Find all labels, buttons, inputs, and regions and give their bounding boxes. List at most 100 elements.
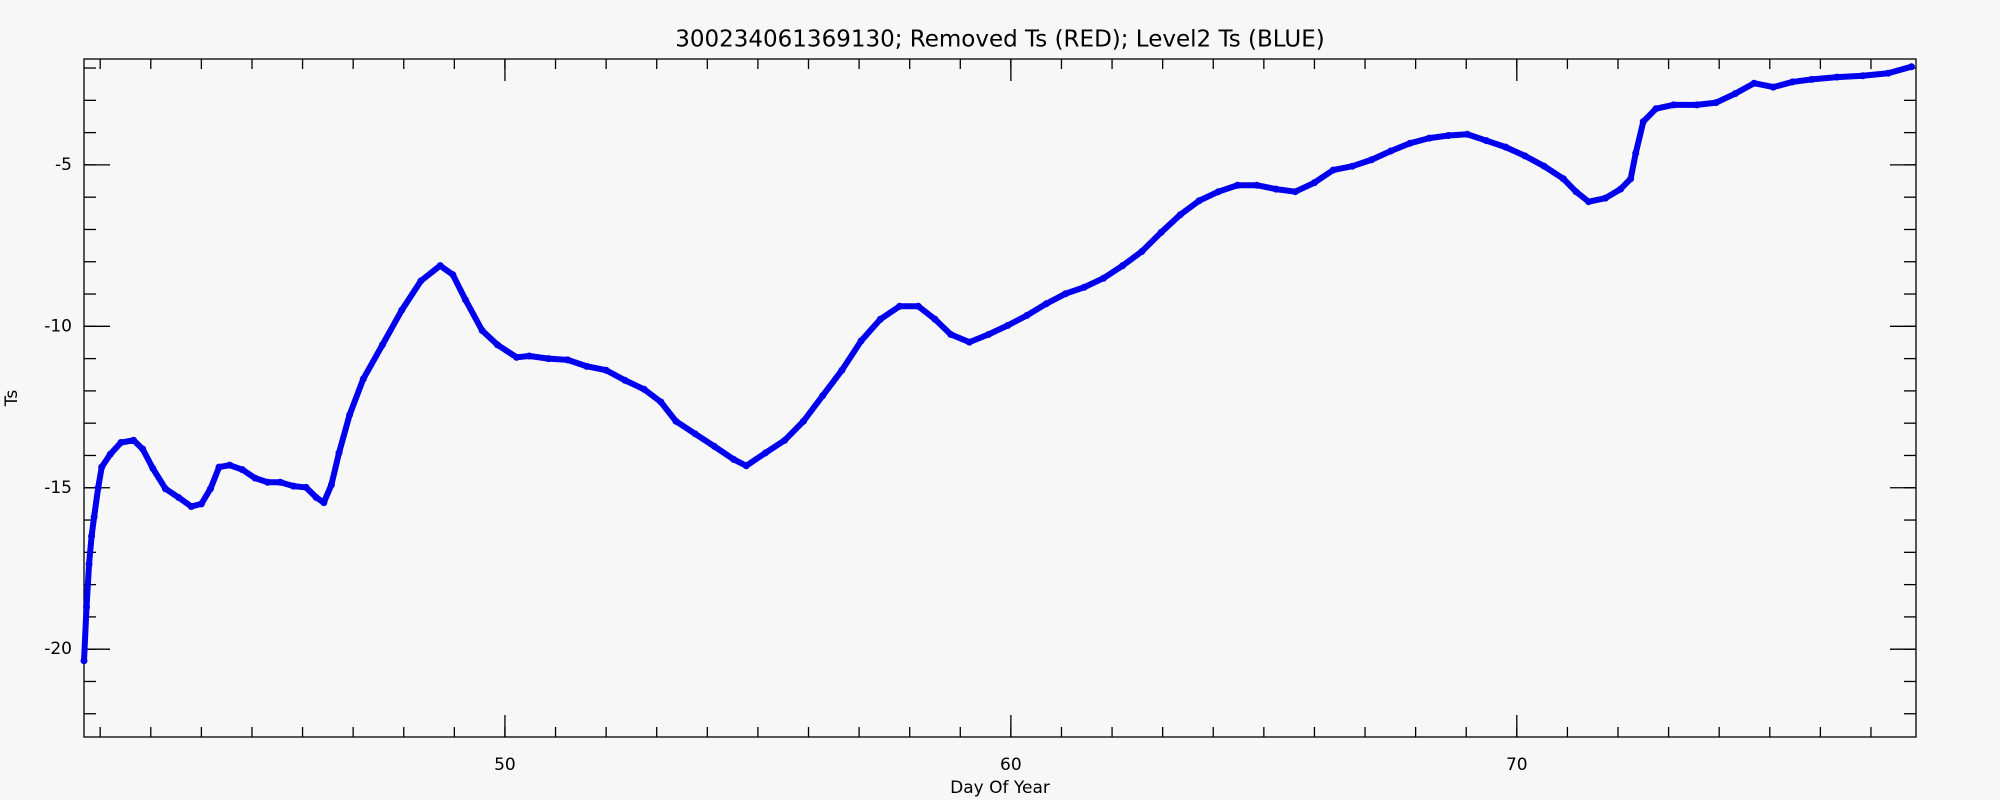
data-point: [761, 449, 769, 457]
data-point: [513, 353, 521, 361]
data-point: [149, 464, 157, 472]
plot-frame: [83, 58, 1917, 738]
y-axis-label: Ts: [2, 390, 22, 408]
data-point: [478, 327, 486, 335]
data-point: [1712, 99, 1720, 107]
data-point: [896, 302, 904, 310]
data-point: [1585, 198, 1593, 206]
data-point: [175, 493, 183, 501]
data-point: [335, 449, 343, 457]
data-point: [1907, 63, 1915, 71]
data-point: [1062, 290, 1070, 298]
data-point: [931, 315, 939, 323]
data-point: [88, 532, 96, 540]
y-tick-label: -20: [44, 639, 72, 659]
data-point: [80, 657, 88, 665]
data-point: [1670, 101, 1678, 109]
data-point: [1138, 247, 1146, 255]
data-point: [320, 499, 328, 507]
data-point: [289, 482, 297, 490]
data-point: [1445, 132, 1453, 140]
data-point: [1540, 162, 1548, 170]
data-point: [226, 461, 234, 469]
y-tick-label: -10: [44, 316, 72, 336]
data-point: [90, 513, 98, 521]
data-point: [602, 366, 610, 374]
data-point: [206, 485, 214, 493]
data-point: [449, 271, 457, 279]
data-point: [215, 463, 223, 471]
data-point: [1310, 179, 1318, 187]
data-point: [1387, 147, 1395, 155]
data-point: [1272, 185, 1280, 193]
data-point: [197, 500, 205, 508]
data-point: [799, 417, 807, 425]
data-point: [139, 445, 147, 453]
data-point: [1833, 73, 1841, 81]
data-point: [1253, 181, 1261, 189]
x-tick-label: 50: [494, 755, 516, 775]
data-point: [1789, 78, 1797, 86]
data-point: [379, 341, 387, 349]
data-point: [1859, 72, 1867, 80]
data-point: [525, 352, 533, 360]
data-point: [1368, 156, 1376, 164]
x-axis-label: Day Of Year: [950, 778, 1050, 798]
data-point: [1559, 175, 1567, 183]
data-point: [461, 296, 469, 304]
y-tick-label: -5: [55, 155, 72, 175]
data-point: [1348, 162, 1356, 170]
data-point: [85, 560, 93, 568]
data-point: [819, 392, 827, 400]
data-point: [83, 603, 91, 611]
data-point: [312, 493, 320, 501]
data-point: [1406, 139, 1414, 147]
data-point: [1632, 149, 1640, 157]
data-point: [1119, 262, 1127, 270]
data-point: [691, 430, 699, 438]
data-point: [742, 462, 750, 470]
data-point: [1627, 175, 1635, 183]
data-point: [94, 484, 102, 492]
x-tick-label: 60: [1000, 755, 1022, 775]
data-point: [1652, 105, 1660, 113]
data-point: [1572, 188, 1580, 196]
data-point: [985, 330, 993, 338]
data-point: [1463, 130, 1471, 138]
data-point: [1601, 194, 1609, 202]
data-point: [161, 485, 169, 493]
data-point: [672, 417, 680, 425]
data-point: [876, 315, 884, 323]
data-point: [544, 355, 552, 363]
data-point: [1080, 283, 1088, 291]
data-point: [857, 337, 865, 345]
data-point: [264, 478, 272, 486]
data-point: [1157, 228, 1165, 236]
data-point: [1425, 134, 1433, 142]
data-point: [117, 439, 125, 447]
data-point: [276, 478, 284, 486]
data-point: [493, 341, 501, 349]
data-point: [106, 450, 114, 458]
data-point: [1195, 197, 1203, 205]
data-point: [947, 330, 955, 338]
y-tick-label: -15: [44, 478, 72, 498]
data-point: [1099, 274, 1107, 282]
data-point: [657, 398, 665, 406]
data-point: [1884, 69, 1892, 77]
data-point: [621, 376, 629, 384]
data-point: [398, 306, 406, 314]
data-point: [781, 436, 789, 444]
data-point: [965, 338, 973, 346]
data-point: [1214, 188, 1222, 196]
data-point: [1176, 211, 1184, 219]
data-point: [1482, 137, 1490, 145]
data-point: [187, 502, 195, 510]
data-point: [1750, 79, 1758, 87]
data-point: [359, 375, 367, 383]
data-point: [710, 442, 718, 450]
data-point: [251, 474, 259, 482]
data-point: [1004, 321, 1012, 329]
data-point: [1521, 152, 1529, 160]
